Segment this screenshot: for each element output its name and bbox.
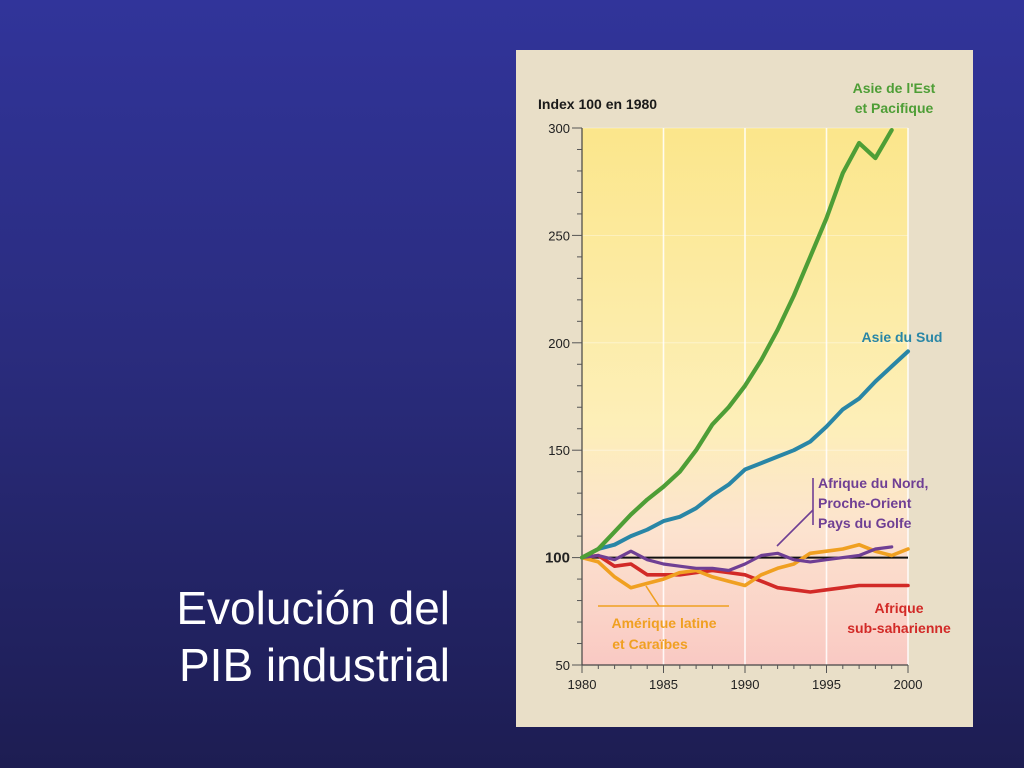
x-tick-label: 1990 xyxy=(731,677,760,692)
series-label-mena: Afrique du Nord, xyxy=(818,475,928,491)
y-tick-label: 200 xyxy=(548,336,570,351)
y-tick-label: 50 xyxy=(556,658,570,673)
series-line-subsaharan xyxy=(580,553,910,594)
line-chart: 50 100 150 200 250 300 1980 1985 1990 1995 2000 Ind… xyxy=(538,80,951,692)
y-tick-label: 150 xyxy=(548,443,570,458)
x-tick-label: 2000 xyxy=(894,677,923,692)
slide-title: Evolución del PIB industrial xyxy=(60,580,450,694)
series-label-east-asia: et Pacifique xyxy=(855,100,934,116)
slide-title-line-2: PIB industrial xyxy=(178,639,450,691)
slide-title-line-1: Evolución del xyxy=(176,582,450,634)
series-label-mena: Pays du Golfe xyxy=(818,515,912,531)
y-tick-label: 250 xyxy=(548,228,570,243)
series-label-latin-america: Amérique latine xyxy=(611,615,716,631)
y-tick-label: 100 xyxy=(545,550,570,567)
series-label-subsaharan: Afrique xyxy=(875,600,924,616)
y-axis-label: Index 100 en 1980 xyxy=(538,96,657,112)
y-tick-label: 300 xyxy=(548,121,570,136)
x-tick-label: 1980 xyxy=(568,677,597,692)
x-tick-label: 1995 xyxy=(812,677,841,692)
series-line-south-asia xyxy=(580,349,910,560)
series-label-subsaharan: sub-saharienne xyxy=(847,620,951,636)
chart-panel: 50 100 150 200 250 300 1980 1985 1990 1995 2000 Ind… xyxy=(516,50,973,727)
series-label-mena: Proche-Orient xyxy=(818,495,912,511)
series-label-south-asia: Asie du Sud xyxy=(862,329,943,345)
mena-pointer xyxy=(776,509,814,547)
series-line-latin-america xyxy=(580,542,910,590)
series-label-east-asia: Asie de l'Est xyxy=(853,80,936,96)
series-line-mena xyxy=(580,545,894,573)
latin-america-pointer xyxy=(645,585,660,607)
series-label-latin-america: et Caraïbes xyxy=(612,636,688,652)
x-tick-label: 1985 xyxy=(649,677,678,692)
series-line-east-asia xyxy=(579,127,894,560)
